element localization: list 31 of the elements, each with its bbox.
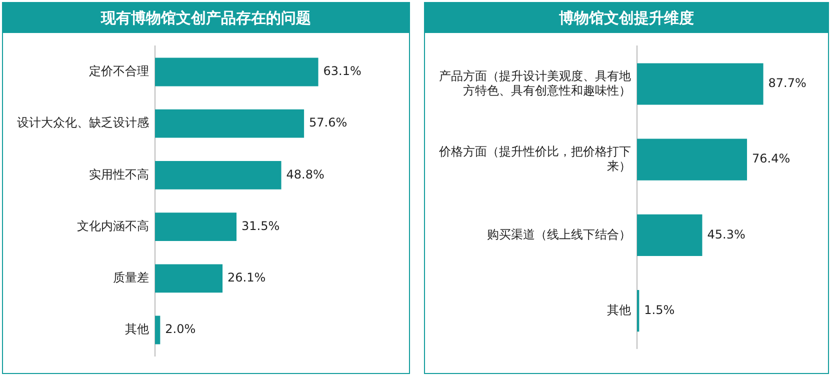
y-tick-label: 其他 [125, 322, 149, 336]
y-tick-label: 质量差 [113, 270, 149, 285]
y-tick-label: 设计大众化、缺乏设计感 [17, 116, 149, 130]
data-label: 31.5% [242, 218, 280, 233]
data-label: 48.8% [286, 167, 324, 182]
data-label: 87.7% [768, 76, 806, 90]
data-label: 57.6% [309, 116, 348, 130]
bar [155, 109, 304, 138]
bar [155, 316, 160, 344]
data-label: 2.0% [165, 322, 196, 336]
y-tick-label: 其他 [607, 302, 631, 317]
bar [155, 264, 223, 293]
bar [155, 212, 237, 241]
bar [637, 214, 702, 256]
data-label: 76.4% [752, 152, 790, 166]
y-tick-label: 产品方面（提升设计美观度、具有地方特色、具有创意性和趣味性） [439, 68, 631, 98]
data-label: 1.5% [644, 302, 675, 317]
bar [155, 161, 282, 190]
y-tick-label: 文化内涵不高 [77, 218, 149, 233]
data-label: 45.3% [707, 227, 746, 242]
bar [637, 138, 748, 180]
chart-title: 博物馆文创提升维度 [425, 3, 828, 33]
y-tick-label: 定价不合理 [89, 64, 149, 78]
data-label: 63.1% [323, 64, 362, 78]
bar [155, 58, 318, 86]
chart-title: 现有博物馆文创产品存在的问题 [3, 3, 409, 33]
y-tick-label: 购买渠道（线上线下结合） [487, 227, 631, 242]
y-tick-label: 实用性不高 [89, 167, 149, 182]
data-label: 26.1% [228, 270, 266, 285]
bar [637, 63, 764, 105]
y-tick-label: 价格方面（提升性价比，把价格打下来） [438, 144, 631, 173]
